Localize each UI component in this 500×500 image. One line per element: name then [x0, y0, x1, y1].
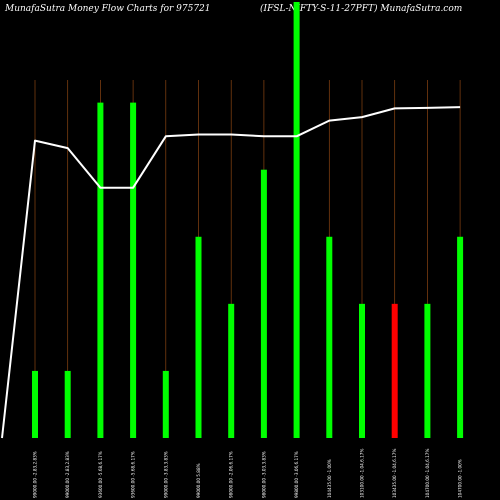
x-tick-label: 93600.00 -5.68,6.17%	[131, 451, 136, 498]
x-tick-label: 99000.00 5.88%	[196, 463, 201, 498]
bar	[326, 236, 333, 438]
x-tick-label: 99000.00 -3.83,3.83%	[163, 451, 168, 498]
x-tick-label: 104435.00 -1.00%	[327, 459, 332, 498]
x-tick-label: 98000.00 -3.03,3.83%	[261, 451, 266, 498]
price-line	[1, 106, 461, 439]
x-tick-label: 99800.00 -3.06,6.17%	[294, 451, 299, 498]
chart-title-right: (IFSL-NIFTY-S-11-27PFT) MunafaSutra.com	[260, 3, 462, 14]
bar	[260, 169, 267, 438]
chart-x-tick-labels: 99000.00 -2.83,2.83% 99000.00 -2.83,2.83%…	[33, 449, 463, 498]
bar	[64, 370, 71, 438]
bar	[32, 370, 38, 438]
chart-bars	[32, 2, 464, 438]
bar	[195, 236, 202, 438]
x-tick-label: 93600.00 -5.68,6.17%	[98, 451, 103, 498]
x-tick-label: 98000.00 -2.06,6.17%	[229, 451, 234, 498]
bar	[424, 303, 431, 438]
x-tick-label: 103435.00 -1.04,6.17%	[392, 449, 397, 498]
bar	[391, 303, 398, 438]
bar	[162, 370, 169, 438]
chart-title-left: MunafaSutra Money Flow Charts for 975721	[4, 4, 211, 14]
x-tick-label: 104700.00 -1.00%	[458, 459, 463, 498]
bar	[97, 102, 104, 438]
bar	[228, 303, 235, 438]
x-tick-label: 104700.00 -1.04,6.17%	[425, 449, 430, 498]
x-tick-label: 103100.00 -1.04,6.17%	[360, 449, 365, 498]
x-tick-label: 99000.00 -2.83,2.83%	[65, 451, 70, 498]
bar	[293, 2, 300, 438]
bar	[130, 102, 137, 438]
bar	[359, 303, 365, 438]
x-tick-label: 99000.00 -2.83,2.83%	[33, 451, 38, 498]
bar	[457, 236, 464, 438]
chart-price-line	[1, 106, 461, 439]
